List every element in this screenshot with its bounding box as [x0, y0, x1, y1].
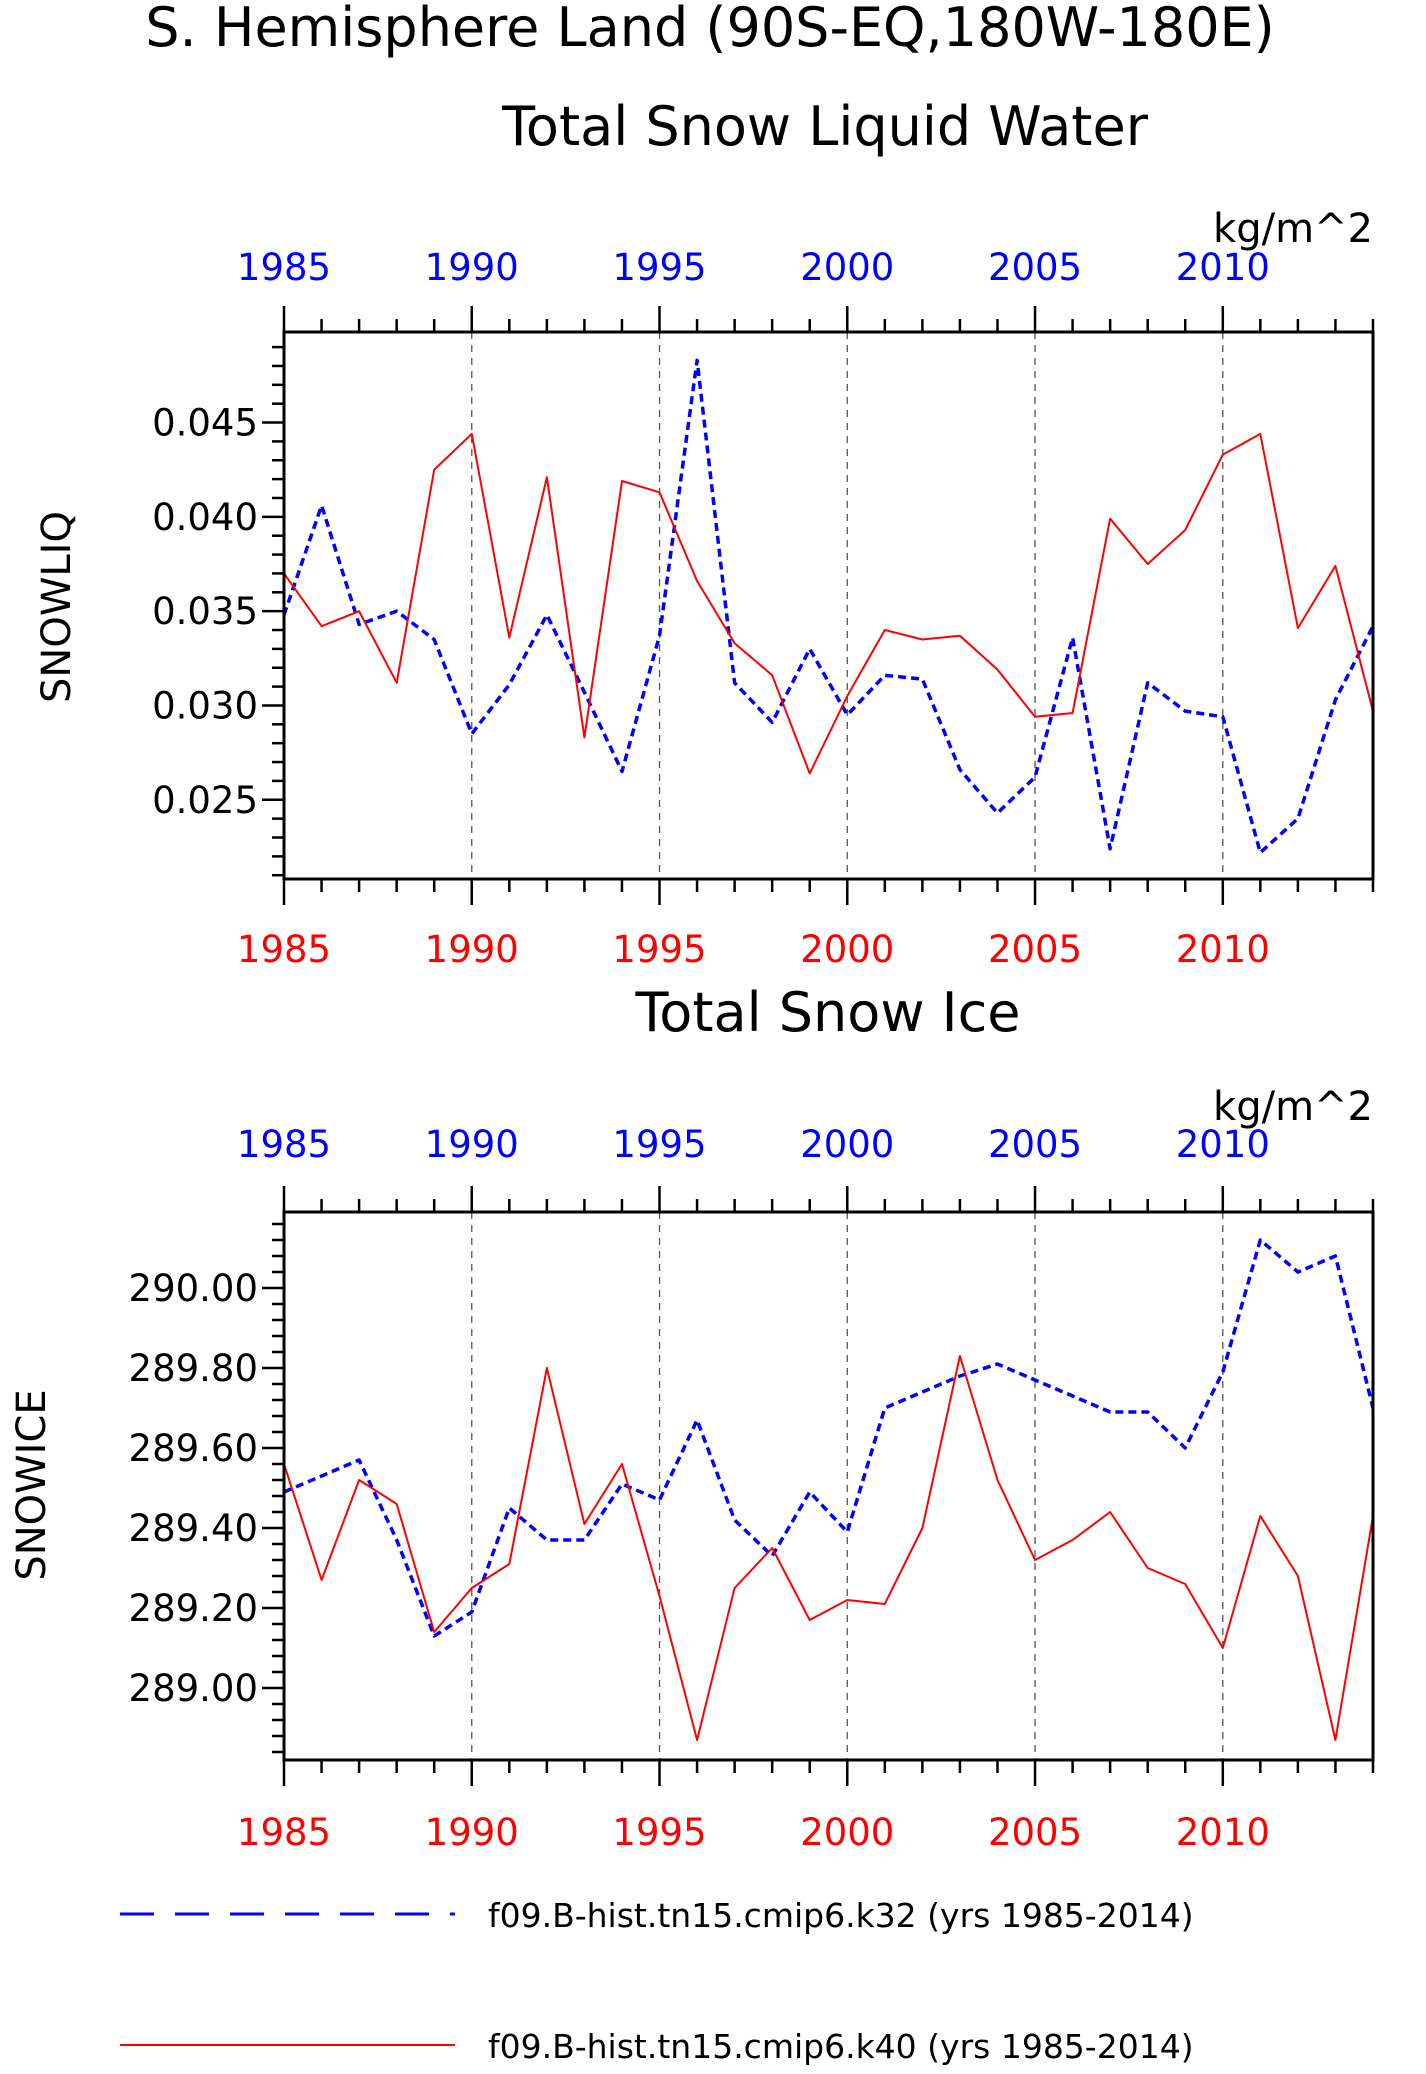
x-tick-label-top: 1985 [237, 246, 331, 289]
y-tick-label: 289.60 [129, 1427, 258, 1470]
y-tick-label: 290.00 [129, 1267, 258, 1310]
grid-snowice [471, 1212, 1224, 1760]
x-tick-label-bottom: 1995 [612, 928, 706, 971]
x-tick-label-top: 1990 [425, 246, 519, 289]
y-tick-label: 289.00 [129, 1667, 258, 1710]
x-tick-label-bottom: 1985 [237, 1811, 331, 1854]
series-layer-snowice [283, 1238, 1375, 1741]
y-tick-label: 0.030 [152, 684, 258, 727]
legend-label-k40: f09.B-hist.tn15.cmip6.k40 (yrs 1985-2014… [488, 2027, 1194, 2066]
x-tick-label-top: 1995 [612, 246, 706, 289]
chart-title-snowice: Total Snow Ice [635, 981, 1021, 1044]
y-tick-label: 0.045 [152, 402, 258, 445]
x-tick-label-bottom: 1990 [425, 1811, 519, 1854]
x-tick-label-top: 1995 [612, 1123, 706, 1166]
ticks-snowliq: 1985 1985 1990 1990 1995 1995 2000 2000 2005 2005… [152, 246, 1375, 971]
series-line-k40 [283, 432, 1374, 775]
x-tick-label-top: 2005 [988, 1123, 1082, 1166]
x-tick-label-top: 2010 [1176, 246, 1270, 289]
panel-snowice: Total Snow Ice kg/m^2 SNOWICE 1985198519… [9, 981, 1375, 1854]
x-tick-label-bottom: 2010 [1176, 1811, 1270, 1854]
x-tick-label-top: 2010 [1176, 1123, 1270, 1166]
x-tick-label-bottom: 2000 [800, 928, 894, 971]
plot-frame-snowliq [282, 330, 1375, 881]
x-tick-label-bottom: 1995 [612, 1811, 706, 1854]
y-tick-label: 0.040 [152, 496, 258, 539]
grid-snowliq [471, 332, 1224, 879]
chart-title-snowliq: Total Snow Liquid Water [501, 95, 1149, 158]
series-layer-snowliq [282, 358, 1375, 855]
legend-label-k32: f09.B-hist.tn15.cmip6.k32 (yrs 1985-2014… [488, 1896, 1194, 1935]
y-tick-label: 0.035 [152, 590, 258, 633]
ticks-snowice: 1985 1985 1990 1990 1995 1995 2000 2000 2005 2005… [129, 1123, 1375, 1854]
x-tick-label-bottom: 1985 [237, 928, 331, 971]
x-tick-label-bottom: 2005 [988, 1811, 1082, 1854]
x-tick-label-bottom: 2010 [1176, 928, 1270, 971]
series-line-k40 [283, 1355, 1374, 1741]
x-tick-label-top: 1990 [425, 1123, 519, 1166]
x-tick-label-top: 2000 [800, 246, 894, 289]
y-tick-label: 289.20 [129, 1587, 258, 1630]
y-axis-label-snowliq: SNOWLIQ [34, 511, 80, 703]
plot-frame-snowice [282, 1210, 1375, 1762]
x-tick-label-bottom: 1990 [425, 928, 519, 971]
figure-title: S. Hemisphere Land (90S-EQ,180W-180E) [145, 0, 1275, 59]
y-tick-label: 289.80 [129, 1347, 258, 1390]
series-line-k32 [283, 1238, 1375, 1638]
units-label-snowliq: kg/m^2 [1213, 206, 1373, 252]
units-label-snowice: kg/m^2 [1213, 1084, 1373, 1130]
x-tick-label-bottom: 2000 [800, 1811, 894, 1854]
x-tick-label-bottom: 2005 [988, 928, 1082, 971]
x-tick-label-top: 2005 [988, 246, 1082, 289]
panel-snowliq: Total Snow Liquid Water kg/m^2 SNOWLIQ 1… [34, 95, 1375, 971]
x-tick-label-top: 1985 [237, 1123, 331, 1166]
legend: f09.B-hist.tn15.cmip6.k32 (yrs 1985-2014… [120, 1896, 1194, 2066]
y-tick-label: 289.40 [129, 1507, 258, 1550]
y-axis-label-snowice: SNOWICE [9, 1389, 55, 1580]
x-tick-label-top: 2000 [800, 1123, 894, 1166]
y-tick-label: 0.025 [152, 779, 258, 822]
